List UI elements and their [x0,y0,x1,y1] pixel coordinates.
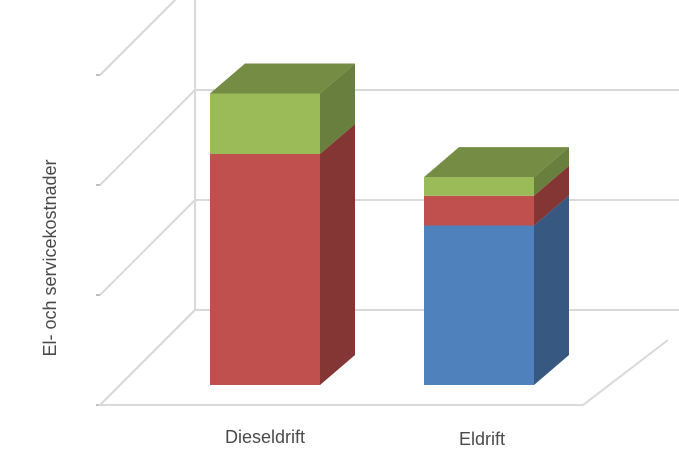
gridline-side [99,89,196,186]
bar-segment-dieseldrift-3-front [210,93,320,154]
bar-segment-dieseldrift-3-side [320,63,355,154]
bar-segment-dieseldrift-3-top [210,63,355,94]
gridline-side [99,0,177,76]
x-tick-label: Eldrift [459,429,505,449]
floor-shadow [100,340,679,405]
bar-segment-eldrift-1-side [534,195,569,385]
bar-segment-dieseldrift-2-side [320,124,355,385]
bar-segment-eldrift-2-front [424,195,534,226]
gridline-side [99,199,196,296]
y-axis-label: El- och servicekostnader [40,159,60,356]
gridline-side [99,0,177,76]
bar-segment-eldrift-1-front [424,225,534,385]
bar-stack-dieseldrift [210,63,355,385]
bar-segment-eldrift-3-side [534,147,569,196]
bar-stack-eldrift [424,147,569,385]
bar-segment-eldrift-3-top [424,147,569,178]
floor-outline [97,309,669,406]
x-tick-label: Dieseldrift [225,427,305,447]
bar-segment-dieseldrift-2-front [210,154,320,385]
label-layer: El- och servicekostnader Dieseldrift Eldr… [40,159,505,449]
bar-layer [210,63,569,385]
bar-segment-eldrift-2-side [534,165,569,226]
bar-segment-eldrift-3-front [424,177,534,196]
grid-layer [96,0,679,406]
